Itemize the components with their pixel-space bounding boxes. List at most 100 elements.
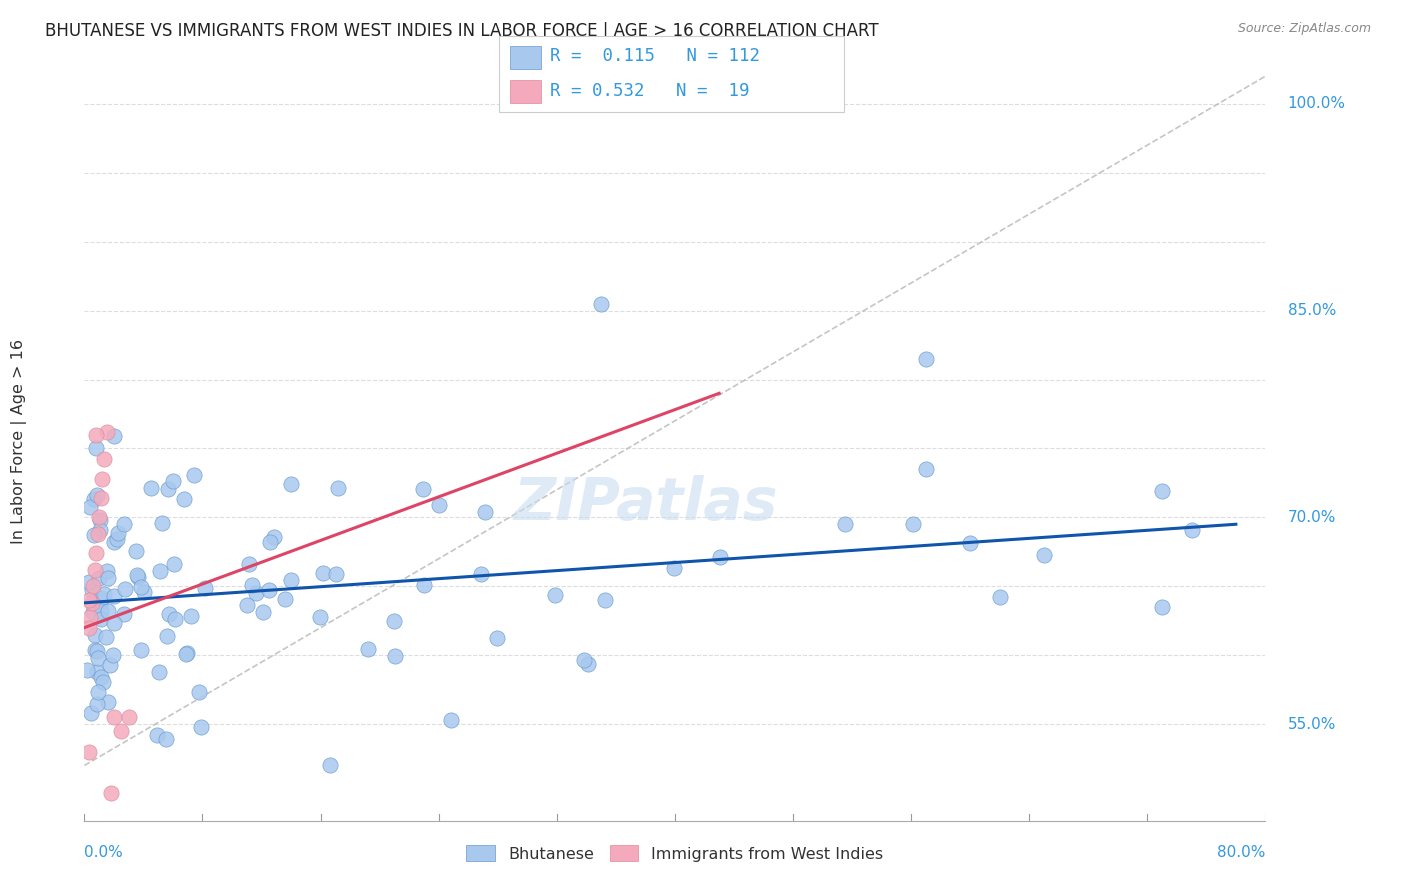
Point [90, 612, 112, 626]
Point [240, 578, 263, 592]
Point [988, 590, 1011, 604]
Point [174, 647, 197, 661]
Point [134, 585, 156, 599]
Point [427, 498, 450, 512]
Point [173, 491, 195, 506]
Point [413, 578, 436, 592]
Point [180, 609, 202, 624]
Point [959, 536, 981, 550]
Point [165, 612, 187, 626]
Point [382, 614, 405, 628]
Point [238, 558, 260, 572]
Point [93, 452, 115, 467]
Text: Source: ZipAtlas.com: Source: ZipAtlas.com [1237, 22, 1371, 36]
Point [82, 605, 104, 619]
Point [80, 582, 103, 597]
Point [100, 786, 122, 800]
Point [77, 621, 100, 635]
Point [384, 648, 406, 663]
Point [259, 535, 281, 549]
Point [77, 745, 100, 759]
Point [96, 564, 118, 578]
Point [103, 429, 125, 443]
Point [114, 582, 136, 596]
Point [593, 593, 616, 607]
Point [156, 629, 179, 643]
Point [93, 587, 115, 601]
Point [118, 710, 141, 724]
Point [157, 482, 180, 496]
Point [440, 713, 463, 727]
Point [86, 697, 108, 711]
Point [915, 351, 938, 366]
Point [474, 505, 496, 519]
Point [709, 550, 731, 565]
Point [79, 575, 101, 590]
Point [129, 581, 152, 595]
Point [1033, 548, 1056, 562]
Point [1150, 483, 1173, 498]
Point [110, 724, 132, 739]
Point [150, 516, 173, 530]
Text: R =  0.115   N = 112: R = 0.115 N = 112 [550, 47, 759, 65]
Point [83, 628, 105, 642]
Point [90, 670, 112, 684]
Point [190, 720, 212, 734]
Point [176, 646, 198, 660]
Point [84, 441, 107, 455]
Point [76, 663, 98, 677]
Point [326, 481, 349, 495]
Text: R = 0.532   N =  19: R = 0.532 N = 19 [550, 82, 749, 100]
Point [245, 586, 267, 600]
Point [576, 657, 599, 672]
Point [252, 606, 274, 620]
Point [1150, 599, 1173, 614]
Point [96, 425, 118, 439]
Point [97, 571, 120, 585]
Point [903, 517, 925, 532]
Point [319, 758, 342, 772]
Point [357, 641, 380, 656]
Point [236, 598, 259, 612]
Point [86, 665, 108, 679]
Point [101, 648, 124, 662]
Point [86, 644, 108, 658]
Point [83, 528, 105, 542]
Point [187, 685, 209, 699]
Point [544, 588, 567, 602]
Text: 100.0%: 100.0% [1288, 96, 1346, 112]
Point [86, 684, 108, 698]
Point [90, 604, 112, 618]
Text: 70.0%: 70.0% [1288, 510, 1336, 524]
Point [139, 481, 162, 495]
Point [149, 564, 172, 578]
Point [183, 468, 205, 483]
Point [83, 643, 105, 657]
Point [86, 488, 108, 502]
Legend: Bhutanese, Immigrants from West Indies: Bhutanese, Immigrants from West Indies [458, 837, 891, 870]
Point [129, 643, 152, 657]
Point [90, 491, 112, 505]
Point [274, 592, 297, 607]
Point [125, 568, 148, 582]
Point [90, 591, 112, 606]
Point [412, 482, 434, 496]
Point [90, 594, 112, 608]
Point [257, 582, 280, 597]
Point [87, 651, 110, 665]
Point [155, 731, 177, 746]
Point [194, 581, 217, 595]
Point [470, 567, 492, 582]
Point [148, 665, 170, 679]
Point [83, 492, 105, 507]
Point [97, 695, 120, 709]
Point [97, 604, 120, 618]
Point [103, 590, 125, 604]
Point [79, 500, 101, 514]
Point [103, 710, 125, 724]
Point [82, 579, 104, 593]
Point [100, 657, 122, 672]
Point [112, 516, 135, 531]
Point [915, 462, 938, 476]
Point [309, 609, 332, 624]
